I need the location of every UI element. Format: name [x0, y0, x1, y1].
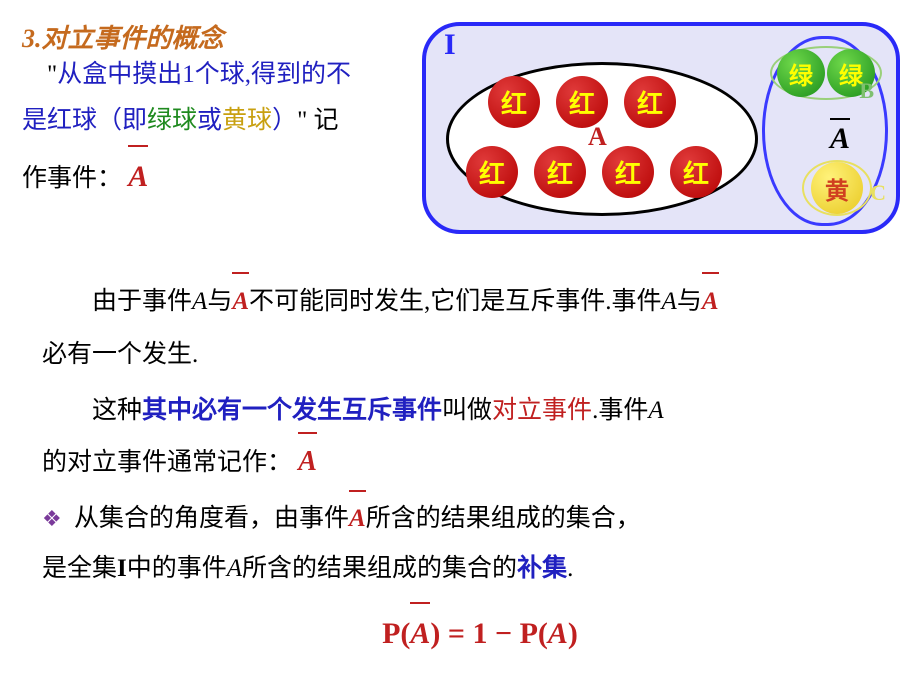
- paragraph-2: 这种其中必有一个发生互斥事件叫做对立事件.事件A: [42, 386, 882, 436]
- red-ball-3: 红: [624, 76, 676, 128]
- p3-Abar: A: [349, 490, 366, 544]
- p1-Abar1: A: [232, 272, 249, 329]
- p2-seg2: 叫做: [442, 397, 492, 424]
- paragraph-1: 由于事件A与A不可能同时发生,它们是互斥事件.事件A与A 必有一个发生.: [42, 272, 892, 381]
- paragraph-2-line2: 的对立事件通常记作： A: [42, 432, 882, 488]
- p3-seg4: 中的事件: [127, 555, 227, 582]
- p2-red: 对立事件: [492, 397, 592, 424]
- universal-set-box: I A 绿 绿 B A 黄 C 红红红红红红红: [422, 22, 900, 234]
- f-A: A: [548, 617, 568, 650]
- yellow-ball: 黄: [811, 162, 863, 214]
- p3-seg2: 所含的结果组成的集合，: [366, 505, 641, 532]
- p1-seg3: 不可能同时发生,它们是互斥事件.事件: [249, 288, 662, 315]
- p2-seg1: 这种: [92, 397, 142, 424]
- quote-open: ": [22, 61, 57, 88]
- venn-diagram: I A 绿 绿 B A 黄 C 红红红红红红红: [422, 22, 900, 234]
- label-A: A: [588, 122, 607, 152]
- probability-formula: P(A) = 1 − P(A): [280, 602, 680, 662]
- p3-seg3: 是全集: [42, 555, 117, 582]
- a-bar-diagram-text: A: [830, 118, 850, 156]
- red-ball-1: 红: [488, 76, 540, 128]
- red-ball-6: 红: [602, 146, 654, 198]
- red-ball-4: 红: [466, 146, 518, 198]
- p1-seg5: 必有一个发生.: [42, 341, 198, 368]
- intro-line1: 从盒中摸出1个球,得到的不: [57, 61, 351, 88]
- f-P1: P(: [382, 617, 410, 650]
- p1-seg2: 与: [207, 288, 232, 315]
- label-B: B: [859, 78, 874, 104]
- p1-A1: A: [192, 288, 207, 315]
- yellow-word: 黄球: [222, 107, 272, 134]
- f-eq: ) = 1 − P(: [430, 617, 548, 650]
- p1-seg4: 与: [677, 288, 702, 315]
- red-ball-7: 红: [670, 146, 722, 198]
- p3-seg1: 从集合的角度看，由事件: [74, 505, 349, 532]
- p2-Abar: A: [298, 432, 317, 488]
- quote-close: " 记: [297, 107, 338, 134]
- label-I: I: [444, 28, 456, 62]
- p3-complement: 补集: [517, 555, 567, 582]
- p3-I: I: [117, 555, 127, 582]
- label-C: C: [870, 180, 886, 206]
- p1-Abar2: A: [702, 272, 719, 329]
- a-bar-symbol: A: [128, 145, 148, 205]
- paragraph-3: 从集合的角度看，由事件A所含的结果组成的集合， 是全集I中的事件A所含的结果组成…: [42, 490, 882, 594]
- section-title: 3.对立事件的概念: [22, 18, 224, 55]
- p2-seg3: .事件: [592, 397, 648, 424]
- p3-seg6: .: [567, 555, 573, 582]
- yellow-ball-container: 黄: [802, 160, 872, 216]
- green-word: 绿球: [147, 107, 197, 134]
- intro-line3: 作事件：: [22, 165, 122, 192]
- p2-blue: 其中必有一个发生互斥事件: [142, 397, 442, 424]
- or-word: 或: [197, 107, 222, 134]
- p2-seg4: 的对立事件通常记作：: [42, 449, 292, 476]
- intro-line2a: 是红球（即: [22, 107, 147, 134]
- red-ball-5: 红: [534, 146, 586, 198]
- paren-close: ）: [272, 107, 297, 134]
- intro-paragraph: "从盒中摸出1个球,得到的不 是红球（即绿球或黄球）" 记 作事件： A: [22, 52, 412, 204]
- f-close: ): [568, 617, 578, 650]
- p1-A2: A: [662, 288, 677, 315]
- green-ball-1: 绿: [777, 49, 825, 97]
- label-A-bar-diagram: A: [830, 118, 850, 156]
- p1-seg1: 由于事件: [92, 288, 192, 315]
- p3-seg5: 所含的结果组成的集合的: [242, 555, 517, 582]
- p2-A: A: [648, 397, 663, 424]
- title-text: 3.对立事件的概念: [22, 24, 224, 53]
- red-ball-2: 红: [556, 76, 608, 128]
- p3-A: A: [227, 555, 242, 582]
- f-Abar: A: [410, 602, 430, 662]
